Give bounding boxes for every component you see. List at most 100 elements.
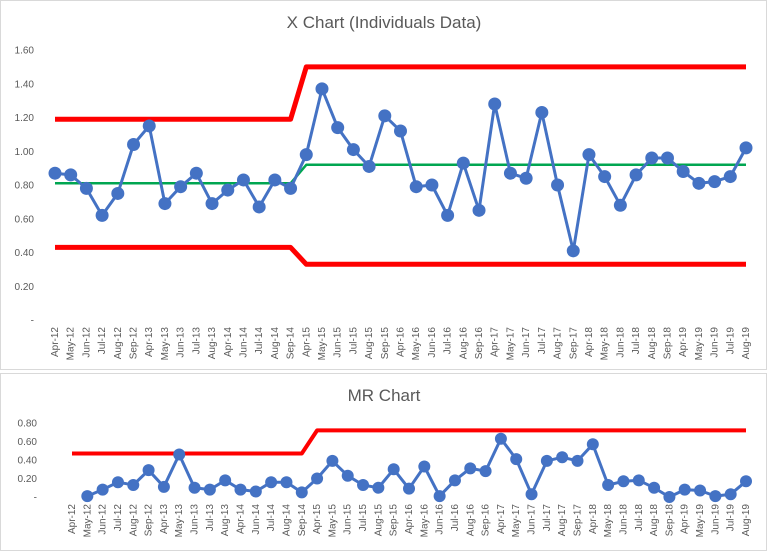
x-chart-data-point	[441, 208, 455, 222]
x-chart-x-tick-label: Jun-14	[238, 327, 249, 358]
x-chart-data-point	[127, 138, 141, 151]
x-chart-data-point	[582, 148, 596, 162]
x-chart-x-tick-label: Jul-19	[725, 327, 736, 355]
mr-chart-x-tick-label: Jun-17	[527, 504, 538, 535]
x-chart-x-tick-label: Sep-16	[474, 327, 485, 360]
x-chart-y-tick-label: 0.60	[15, 214, 35, 225]
mr-chart-data-point	[617, 475, 630, 488]
mr-chart-title: MR Chart	[348, 386, 421, 405]
x-chart-x-tick-label: Aug-13	[207, 327, 218, 360]
x-chart-data-point	[503, 166, 517, 180]
x-chart-data-point	[174, 180, 188, 194]
mr-chart-x-tick-label: May-19	[695, 504, 706, 538]
mr-chart-x-tick-label: Apr-13	[159, 504, 170, 534]
mr-chart-x-tick-label: Jul-18	[634, 504, 645, 532]
x-chart-x-tick-label: Jul-13	[191, 327, 202, 355]
x-chart-x-tick-label: Sep-12	[129, 327, 140, 360]
mr-chart-x-tick-label: Sep-16	[481, 504, 492, 537]
mr-chart-x-tick-label: Aug-19	[741, 504, 752, 537]
x-chart-x-tick-label: May-12	[66, 327, 77, 361]
mr-chart-data-point	[648, 481, 661, 494]
x-chart-y-tick-label: 1.20	[15, 113, 35, 124]
mr-chart-data-point	[173, 448, 186, 461]
x-chart-x-tick-label: Aug-15	[364, 327, 375, 360]
x-chart-x-tick-label: Jun-19	[710, 327, 721, 358]
mr-chart-data-point	[525, 488, 538, 501]
mr-chart-y-tick-label: -	[34, 493, 37, 504]
mr-chart-y-tick-label: 0.60	[18, 437, 38, 448]
x-chart-data-point	[142, 119, 156, 133]
mr-chart-x-tick-label: Apr-12	[67, 504, 78, 534]
x-chart-x-tick-label: Jun-12	[81, 327, 92, 358]
mr-chart-x-tick-label: Jun-15	[343, 504, 354, 535]
x-chart-y-tick-label: 1.60	[15, 46, 35, 57]
mr-chart-data-point	[740, 475, 752, 488]
x-chart-x-tick-label: Jul-18	[631, 327, 642, 355]
x-chart-y-tick-label: 1.00	[15, 147, 35, 158]
mr-chart-data-point	[188, 481, 201, 494]
mr-chart-data-point	[479, 465, 492, 478]
x-chart-data-point	[535, 105, 549, 119]
mr-chart-data-point	[234, 483, 247, 496]
x-chart-x-tick-label: Jun-18	[615, 327, 626, 358]
x-chart-data-point	[409, 180, 423, 194]
x-chart-data-point	[708, 175, 722, 189]
mr-chart-x-tick-label: May-15	[327, 504, 338, 538]
mr-chart-x-tick-label: Sep-17	[573, 504, 584, 537]
x-chart-svg: X Chart (Individuals Data) - 0.20 0.40 0.60…	[15, 13, 753, 361]
x-chart-x-tick-label: Aug-16	[458, 327, 469, 360]
x-chart-x-tick-label: Jul-14	[254, 327, 265, 355]
mr-chart-x-tick-label: Sep-14	[297, 504, 308, 537]
mr-chart-x-tick-label: Jul-19	[726, 504, 737, 532]
x-chart-data-point	[598, 170, 612, 184]
mr-chart-x-tick-label: Jul-14	[266, 504, 277, 532]
x-chart-data-point	[613, 198, 627, 212]
x-chart-data-point	[64, 168, 78, 182]
x-chart-y-tick-label: -	[31, 316, 34, 327]
mr-chart-data-point	[311, 472, 324, 485]
mr-chart-x-tick-label: May-12	[82, 504, 93, 538]
mr-chart-series-line-1	[72, 428, 746, 456]
mr-chart-data-point	[265, 476, 278, 489]
x-chart-data-point	[472, 203, 486, 217]
mr-chart-x-tick-label: May-16	[419, 504, 430, 538]
x-chart-x-tick-label: Jul-16	[443, 327, 454, 355]
mr-chart-data-point	[586, 438, 599, 451]
x-chart-data-point	[284, 181, 298, 195]
x-chart-x-tick-label: Sep-14	[286, 327, 297, 360]
x-chart-x-tick-label: Apr-18	[584, 327, 595, 357]
mr-chart-x-tick-label: Apr-19	[680, 504, 691, 534]
x-chart-data-point	[629, 168, 643, 182]
x-chart-data-point	[315, 82, 329, 96]
mr-chart-y-tick-label: 0.40	[18, 456, 38, 467]
x-chart-x-tick-label: May-18	[600, 327, 611, 361]
x-chart-x-tick-label: May-17	[505, 327, 516, 361]
x-chart-y-tick-label: 0.80	[15, 181, 35, 192]
mr-chart-x-tick-label: Jul-16	[450, 504, 461, 532]
x-chart-x-tick-label: Jun-15	[333, 327, 344, 358]
mr-chart-panel: MR Chart - 0.20 0.40 0.60 0.80 Apr-12 May-12 Ju…	[0, 373, 767, 551]
x-chart-x-tick-label: Jun-13	[176, 327, 187, 358]
x-chart-data-point	[551, 178, 565, 192]
mr-chart-x-tick-label: Apr-14	[236, 504, 247, 534]
mr-chart-x-tick-label: Jun-19	[710, 504, 721, 535]
mr-chart-x-tick-label: Aug-18	[649, 504, 660, 537]
mr-chart-series-line-0	[86, 437, 747, 499]
x-chart-data-point	[299, 148, 313, 162]
mr-chart-data-point	[387, 463, 400, 476]
x-chart-data-point	[723, 170, 737, 184]
x-chart-data-point	[660, 151, 674, 165]
mr-chart-data-point	[678, 483, 691, 496]
x-chart-x-tick-label: Apr-15	[301, 327, 312, 357]
mr-chart-svg: MR Chart - 0.20 0.40 0.60 0.80 Apr-12 May-12 Ju…	[18, 386, 752, 538]
x-chart-data-point	[331, 121, 345, 135]
mr-chart-data-point	[663, 491, 676, 503]
mr-chart-data-point	[341, 469, 354, 482]
x-chart-x-tick-label: May-16	[411, 327, 422, 361]
x-chart-data-point	[189, 166, 203, 180]
x-chart-x-tick-label: Jun-17	[521, 327, 532, 358]
mr-chart-data-point	[632, 474, 645, 487]
x-chart-data-point	[236, 173, 250, 187]
x-chart-data-point	[48, 166, 62, 180]
mr-chart-data-point	[510, 453, 523, 466]
